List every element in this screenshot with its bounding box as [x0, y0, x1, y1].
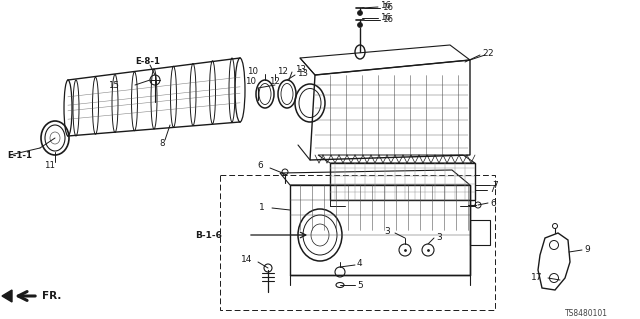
Circle shape	[358, 11, 362, 16]
Circle shape	[358, 23, 362, 27]
Bar	[220, 175, 495, 310]
Text: 17: 17	[531, 273, 542, 283]
Text: 1: 1	[259, 204, 265, 212]
Polygon shape	[2, 290, 12, 302]
Text: 10: 10	[245, 78, 256, 86]
Text: 6: 6	[490, 198, 496, 207]
Text: 3: 3	[384, 226, 390, 235]
Text: 7: 7	[492, 181, 498, 189]
Text: 15: 15	[108, 80, 119, 90]
Text: 16: 16	[382, 16, 393, 25]
Text: 14: 14	[241, 256, 252, 264]
Bar	[330, 163, 475, 200]
Text: 16: 16	[380, 2, 391, 11]
Text: 3: 3	[436, 233, 442, 241]
Text: 11: 11	[45, 161, 56, 170]
Text: 2: 2	[482, 49, 488, 58]
Text: 12: 12	[277, 66, 288, 76]
Text: 10: 10	[247, 66, 258, 76]
Text: 16: 16	[380, 13, 391, 23]
Text: 12: 12	[269, 78, 280, 86]
Text: 4: 4	[357, 259, 363, 269]
Text: 6: 6	[257, 161, 263, 170]
Text: 16: 16	[382, 4, 393, 12]
Text: 7: 7	[489, 186, 495, 195]
Bar	[290, 185, 470, 275]
Text: 8: 8	[159, 138, 164, 147]
Text: 13: 13	[297, 69, 308, 78]
Text: 5: 5	[357, 280, 363, 290]
Text: E-1-1: E-1-1	[7, 151, 32, 160]
Text: FR.: FR.	[42, 291, 61, 301]
Text: 2: 2	[487, 49, 493, 58]
Text: 9: 9	[584, 246, 589, 255]
Text: E-8-1: E-8-1	[136, 56, 161, 65]
Text: 13: 13	[295, 65, 306, 75]
Text: TS8480101: TS8480101	[565, 308, 608, 317]
Text: B-1-6: B-1-6	[195, 231, 222, 240]
